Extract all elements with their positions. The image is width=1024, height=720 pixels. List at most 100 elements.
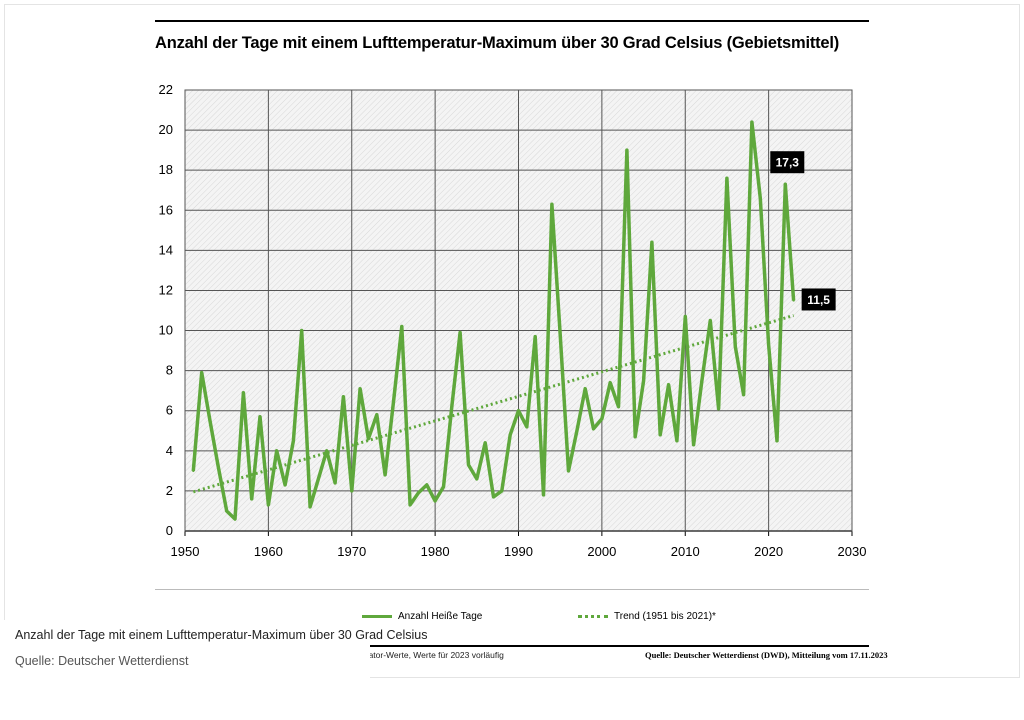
data-point: [458, 331, 462, 334]
data-point: [525, 425, 529, 428]
data-point: [634, 435, 637, 438]
legend-series-label: Anzahl Heiße Tage: [398, 611, 483, 622]
legend-solid-line: [362, 614, 392, 618]
data-point: [533, 335, 537, 338]
data-point: [617, 405, 620, 408]
data-point: [308, 505, 312, 509]
legend-trend: Trend (1951 bis 2021)*: [578, 611, 716, 622]
y-tick-label: 0: [166, 523, 173, 538]
callout-box: [770, 151, 805, 174]
data-point: [408, 503, 412, 507]
data-point: [592, 427, 595, 430]
data-point: [267, 503, 270, 507]
callout-11-5: 11,5: [801, 288, 836, 311]
legend-trend-label: Trend (1951 bis 2021)*: [614, 611, 716, 622]
data-point: [558, 333, 562, 336]
source-note: Quelle: Deutscher Wetterdienst (DWD), Mi…: [645, 650, 888, 660]
data-point: [258, 415, 262, 418]
data-point: [342, 395, 345, 398]
data-point: [742, 393, 745, 396]
data-point: [600, 417, 604, 420]
caption-box: [0, 620, 370, 678]
data-point: [642, 379, 645, 382]
data-point: [225, 509, 228, 513]
y-tick-label: 14: [159, 242, 173, 257]
plot-border: [184, 89, 853, 532]
data-point: [542, 493, 545, 497]
y-tick-label: 12: [159, 282, 173, 297]
x-tick-label: 1980: [421, 544, 450, 559]
top-rule: [155, 20, 869, 22]
y-tick-label: 4: [166, 443, 173, 458]
data-point: [784, 183, 787, 186]
data-point: [759, 197, 762, 200]
y-tick-label: 20: [159, 122, 173, 137]
data-point: [692, 443, 695, 447]
data-point: [792, 299, 795, 302]
data-point: [483, 441, 487, 444]
data-point: [283, 483, 287, 487]
data-point: [584, 387, 587, 390]
data-point: [400, 325, 403, 328]
y-tick-label: 18: [159, 162, 173, 177]
data-point: [767, 343, 770, 346]
data-point: [684, 315, 687, 318]
data-point: [392, 401, 395, 404]
data-point: [250, 497, 253, 501]
callout-box: [801, 288, 836, 311]
data-point: [242, 391, 245, 394]
x-tick-label: 2020: [754, 544, 783, 559]
data-point: [317, 477, 320, 481]
callout-label: 17,3: [776, 156, 800, 170]
data-point: [609, 381, 612, 384]
data-point: [358, 387, 362, 390]
data-point: [650, 241, 654, 244]
caption-source: Quelle: Deutscher Wetterdienst: [15, 654, 189, 668]
data-point: [233, 517, 237, 521]
x-tick-label: 1950: [171, 544, 200, 559]
chart-title: Anzahl der Tage mit einem Lufttemperatur…: [155, 34, 840, 52]
data-point: [625, 148, 629, 152]
data-point: [383, 473, 387, 477]
data-point: [709, 319, 712, 322]
data-point: [567, 469, 570, 473]
data-point: [275, 449, 278, 453]
caption-title: Anzahl der Tage mit einem Lufttemperatur…: [15, 628, 428, 642]
y-tick-label: 6: [166, 403, 173, 418]
data-point: [450, 405, 453, 408]
data-point: [667, 383, 670, 386]
legend-rule: [155, 589, 869, 590]
data-point: [550, 203, 554, 206]
data-point: [659, 433, 662, 436]
y-tick-label: 22: [159, 82, 173, 97]
y-tick-label: 2: [166, 483, 173, 498]
data-point: [517, 409, 520, 412]
x-tick-label: 2030: [838, 544, 867, 559]
data-point: [208, 419, 212, 422]
data-point: [325, 449, 328, 453]
x-tick-label: 1960: [254, 544, 283, 559]
data-point: [200, 371, 203, 374]
data-point: [492, 495, 495, 499]
legend-series: Anzahl Heiße Tage: [362, 611, 482, 622]
data-point: [734, 345, 737, 348]
data-point: [350, 489, 353, 493]
footer-rule: [155, 645, 869, 647]
data-point: [442, 485, 445, 489]
data-point: [433, 499, 437, 503]
callout-label: 11,5: [807, 293, 830, 307]
data-point: [575, 429, 579, 432]
heat-days-series: [191, 120, 796, 521]
data-point: [375, 413, 378, 416]
data-point: [775, 439, 779, 442]
x-tick-label: 2010: [671, 544, 700, 559]
data-point: [725, 177, 729, 180]
data-point: [750, 120, 754, 124]
legend-dotted-line: [578, 614, 608, 618]
data-point: [217, 465, 220, 469]
data-point: [717, 407, 720, 410]
data-point: [675, 439, 679, 442]
y-tick-label: 16: [159, 202, 173, 217]
trend-line: [192, 314, 795, 494]
